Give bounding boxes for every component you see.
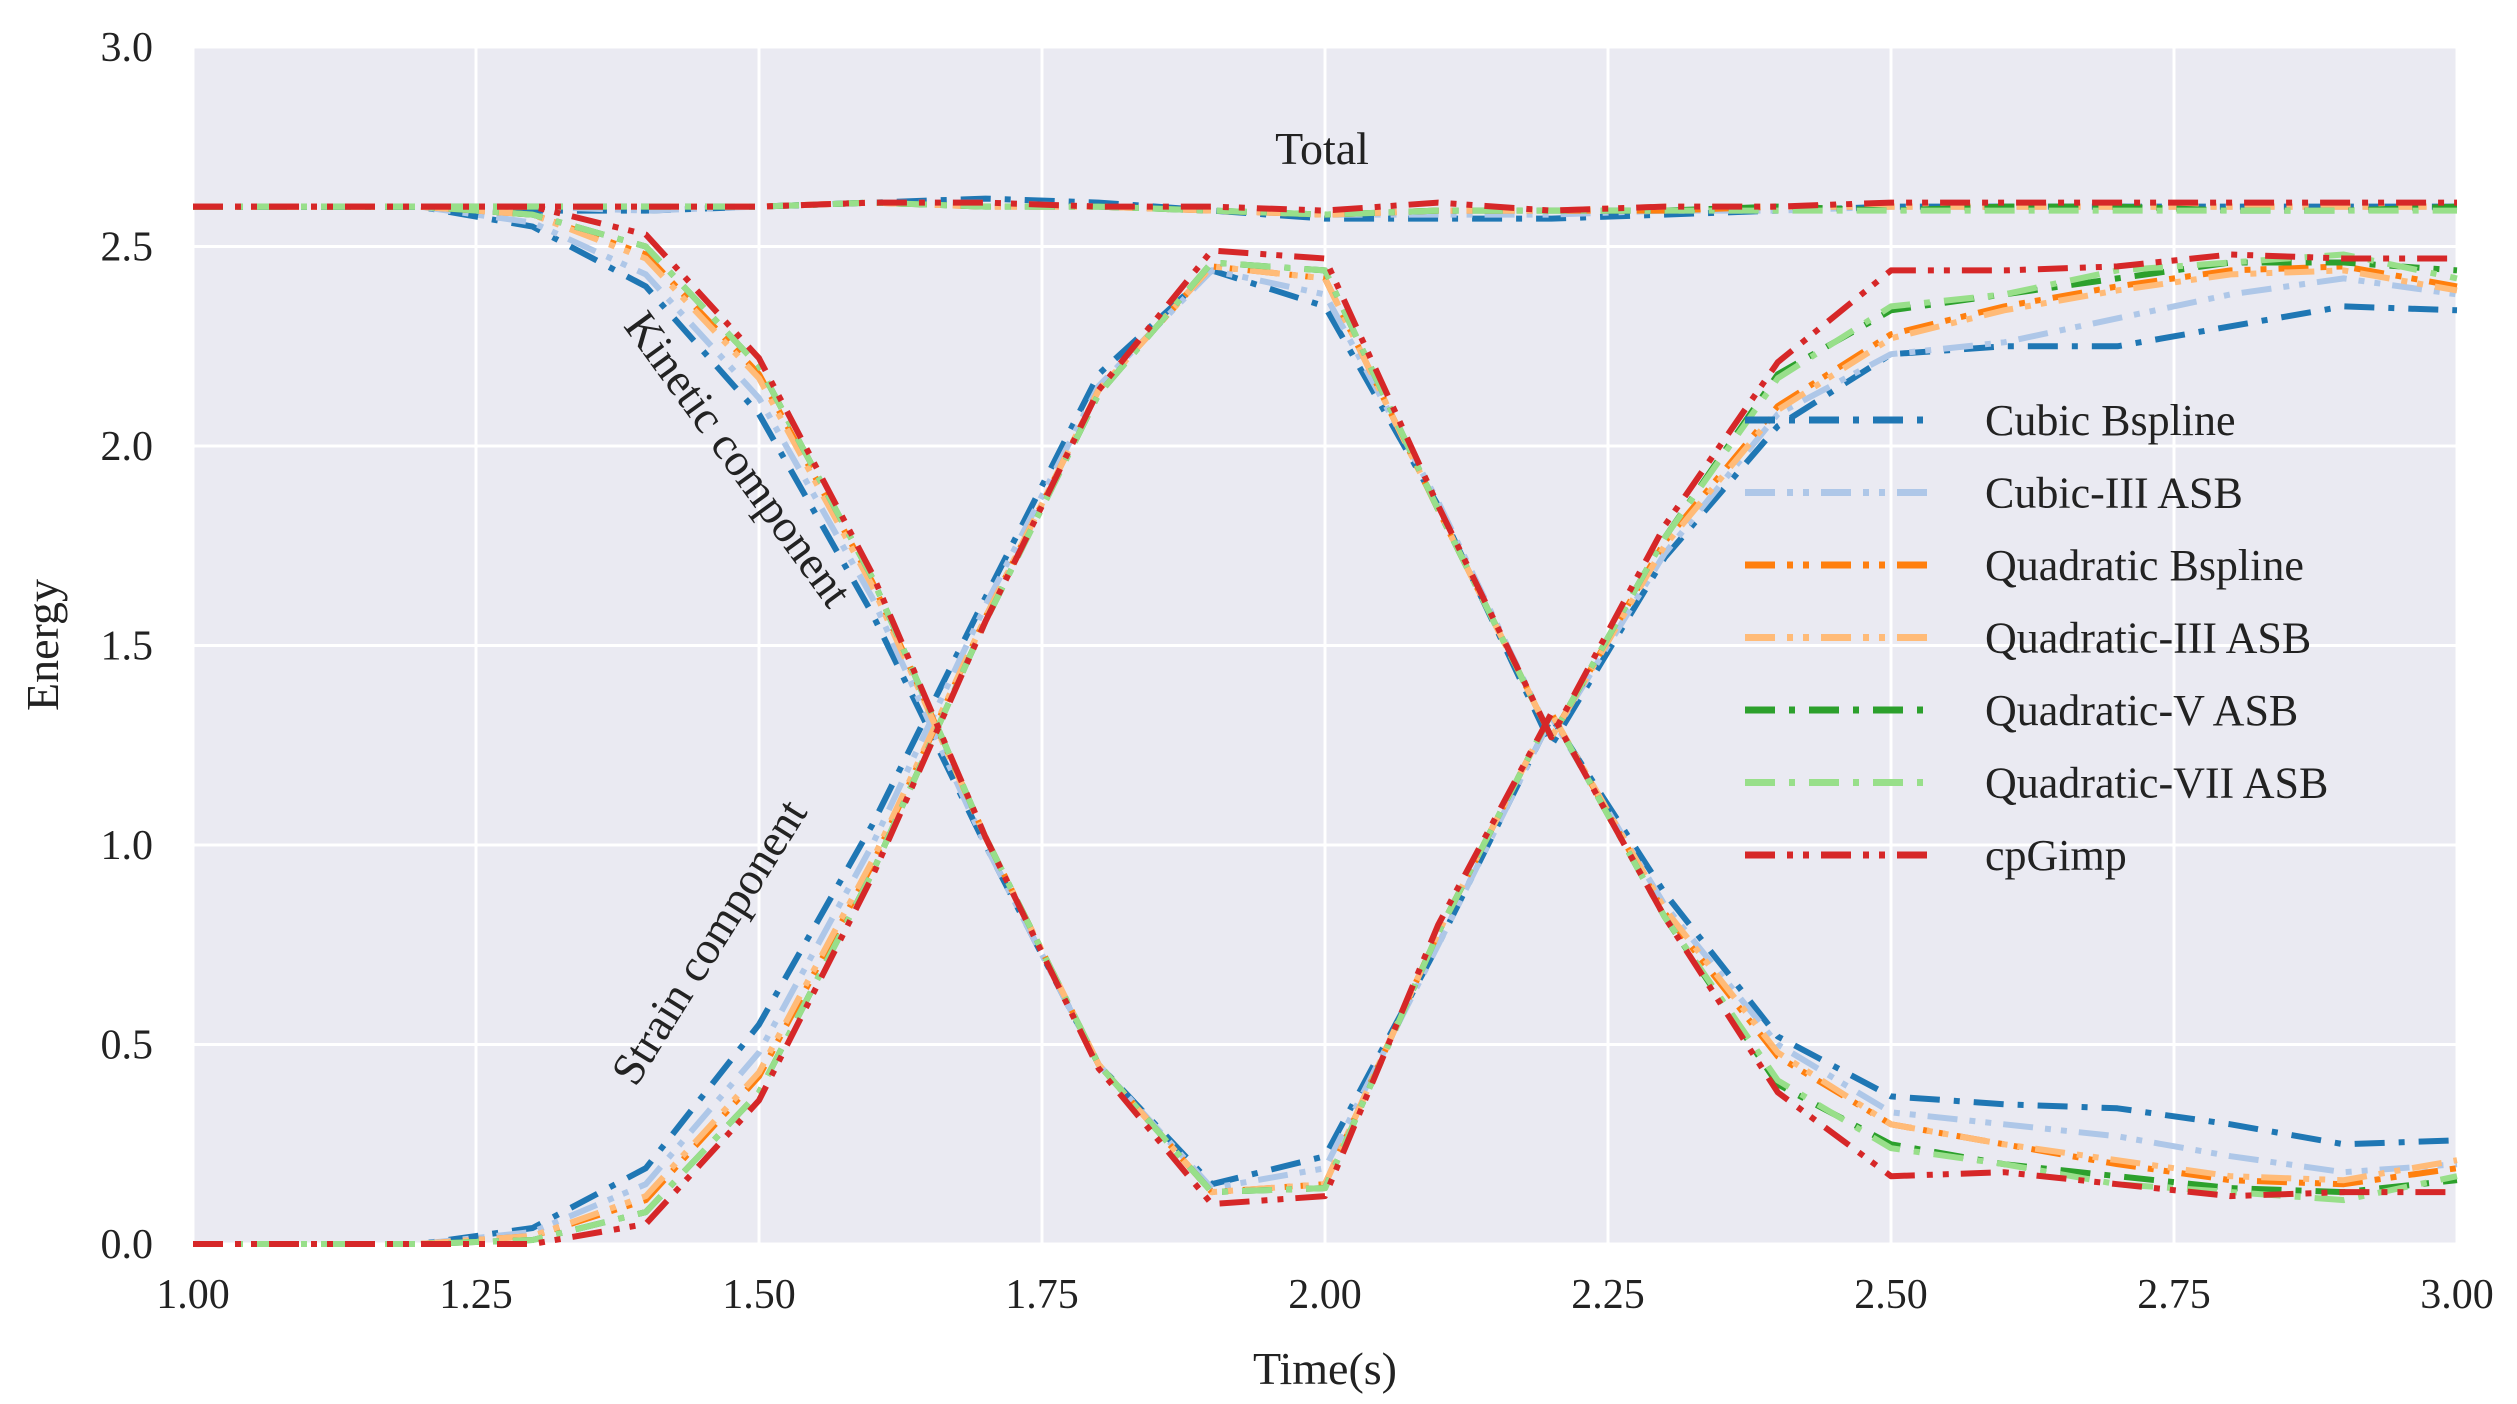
series-line-quadratic-iii-asb-strain — [193, 263, 2458, 1247]
y-tick-label: 0.0 — [101, 1222, 154, 1268]
x-tick-labels: 1.00 1.25 1.50 1.75 2.00 2.25 2.50 2.75 3.00 — [156, 1272, 2494, 1318]
legend-label: Quadratic-V ASB — [1985, 686, 2298, 735]
grid-lines — [191, 45, 2459, 1246]
x-tick-label: 2.50 — [1854, 1272, 1928, 1318]
series-line-cpgimp-kinetic — [193, 203, 2457, 1208]
legend-label: cpGimp — [1985, 831, 2127, 880]
series-line-cubic-iii-asb-kinetic — [193, 203, 2458, 1192]
legend-label: Cubic-III ASB — [1985, 469, 2243, 518]
x-axis-label: Time(s) — [1253, 1343, 1397, 1394]
series-line-cubic-iii-asb-strain — [193, 267, 2458, 1247]
series-lines — [193, 195, 2458, 1247]
y-tick-label: 2.5 — [101, 225, 154, 271]
series-line-quadratic-bspline-strain — [193, 263, 2458, 1247]
y-tick-label: 1.5 — [101, 624, 154, 670]
y-tick-label: 1.0 — [101, 823, 154, 869]
y-tick-labels: 0.0 0.5 1.0 1.5 2.0 2.5 3.0 — [101, 25, 154, 1268]
series-line-cubic-bspline-total — [193, 195, 2457, 222]
x-tick-label: 2.00 — [1288, 1272, 1362, 1318]
series-line-quadratic-iii-asb-total — [193, 199, 2457, 218]
legend-label: Quadratic Bspline — [1985, 541, 2304, 590]
x-tick-label: 3.00 — [2420, 1272, 2494, 1318]
series-line-quadratic-vii-asb-strain — [193, 251, 2458, 1247]
y-axis-label: Energy — [17, 579, 68, 711]
y-tick-label: 3.0 — [101, 25, 154, 71]
x-tick-label: 2.75 — [2137, 1272, 2211, 1318]
x-tick-label: 1.75 — [1005, 1272, 1079, 1318]
annotation-total: Total — [1275, 123, 1369, 174]
series-line-cubic-bspline-kinetic — [193, 203, 2458, 1188]
x-tick-label: 1.50 — [722, 1272, 796, 1318]
legend-label: Quadratic-VII ASB — [1985, 759, 2328, 808]
legend: Cubic Bspline Cubic-III ASB Quadratic Bspl… — [1745, 396, 2328, 880]
y-tick-label: 0.5 — [101, 1023, 154, 1069]
x-tick-label: 1.00 — [156, 1272, 230, 1318]
legend-label: Quadratic-III ASB — [1985, 614, 2311, 663]
series-line-quadratic-vii-asb-total — [193, 199, 2457, 218]
legend-label: Cubic Bspline — [1985, 396, 2236, 445]
x-tick-label: 2.25 — [1571, 1272, 1645, 1318]
y-tick-label: 2.0 — [101, 424, 154, 470]
series-line-cpgimp-total — [193, 199, 2457, 214]
x-tick-label: 1.25 — [439, 1272, 513, 1318]
